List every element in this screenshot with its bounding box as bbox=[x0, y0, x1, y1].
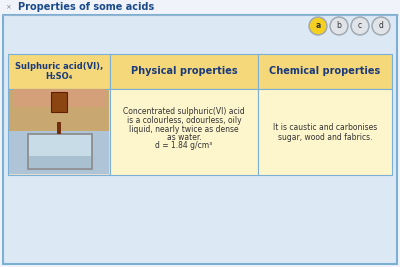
Bar bbox=[51, 92, 67, 112]
Bar bbox=[110, 54, 258, 89]
Circle shape bbox=[352, 18, 368, 33]
Circle shape bbox=[310, 18, 326, 33]
Circle shape bbox=[332, 18, 346, 33]
Text: Properties of some acids: Properties of some acids bbox=[18, 2, 154, 12]
Bar bbox=[110, 89, 258, 175]
Circle shape bbox=[330, 17, 348, 35]
Bar bbox=[8, 54, 110, 89]
Circle shape bbox=[372, 17, 390, 35]
Text: d = 1.84 g/cm³: d = 1.84 g/cm³ bbox=[155, 142, 213, 151]
Text: ×: × bbox=[5, 4, 11, 10]
Text: H₂SO₄: H₂SO₄ bbox=[45, 72, 73, 81]
Bar bbox=[29, 156, 91, 168]
Circle shape bbox=[374, 18, 388, 33]
Text: Physical properties: Physical properties bbox=[131, 66, 237, 77]
Bar bbox=[9, 90, 109, 132]
Bar bbox=[9, 131, 109, 174]
Bar bbox=[0, 0, 400, 14]
Circle shape bbox=[351, 17, 369, 35]
Bar bbox=[13, 89, 105, 107]
Text: It is caustic and carbonises: It is caustic and carbonises bbox=[273, 124, 377, 132]
Text: d: d bbox=[378, 22, 384, 30]
Text: liquid, nearly twice as dense: liquid, nearly twice as dense bbox=[129, 124, 239, 134]
Text: sugar, wood and fabrics.: sugar, wood and fabrics. bbox=[278, 132, 372, 142]
Text: c: c bbox=[358, 22, 362, 30]
Text: Chemical properties: Chemical properties bbox=[269, 66, 381, 77]
Text: Concentrated sulphuric(VI) acid: Concentrated sulphuric(VI) acid bbox=[123, 108, 245, 116]
Text: as water.: as water. bbox=[167, 133, 201, 142]
Circle shape bbox=[309, 17, 327, 35]
Bar bbox=[28, 134, 92, 169]
Bar bbox=[258, 54, 392, 89]
Text: b: b bbox=[336, 22, 342, 30]
Bar bbox=[8, 89, 110, 175]
Bar bbox=[258, 89, 392, 175]
Text: is a colourless, odourless, oily: is a colourless, odourless, oily bbox=[127, 116, 241, 125]
Bar bbox=[57, 122, 61, 134]
Text: Sulphuric acid(VI),: Sulphuric acid(VI), bbox=[15, 62, 103, 71]
Text: a: a bbox=[315, 22, 321, 30]
